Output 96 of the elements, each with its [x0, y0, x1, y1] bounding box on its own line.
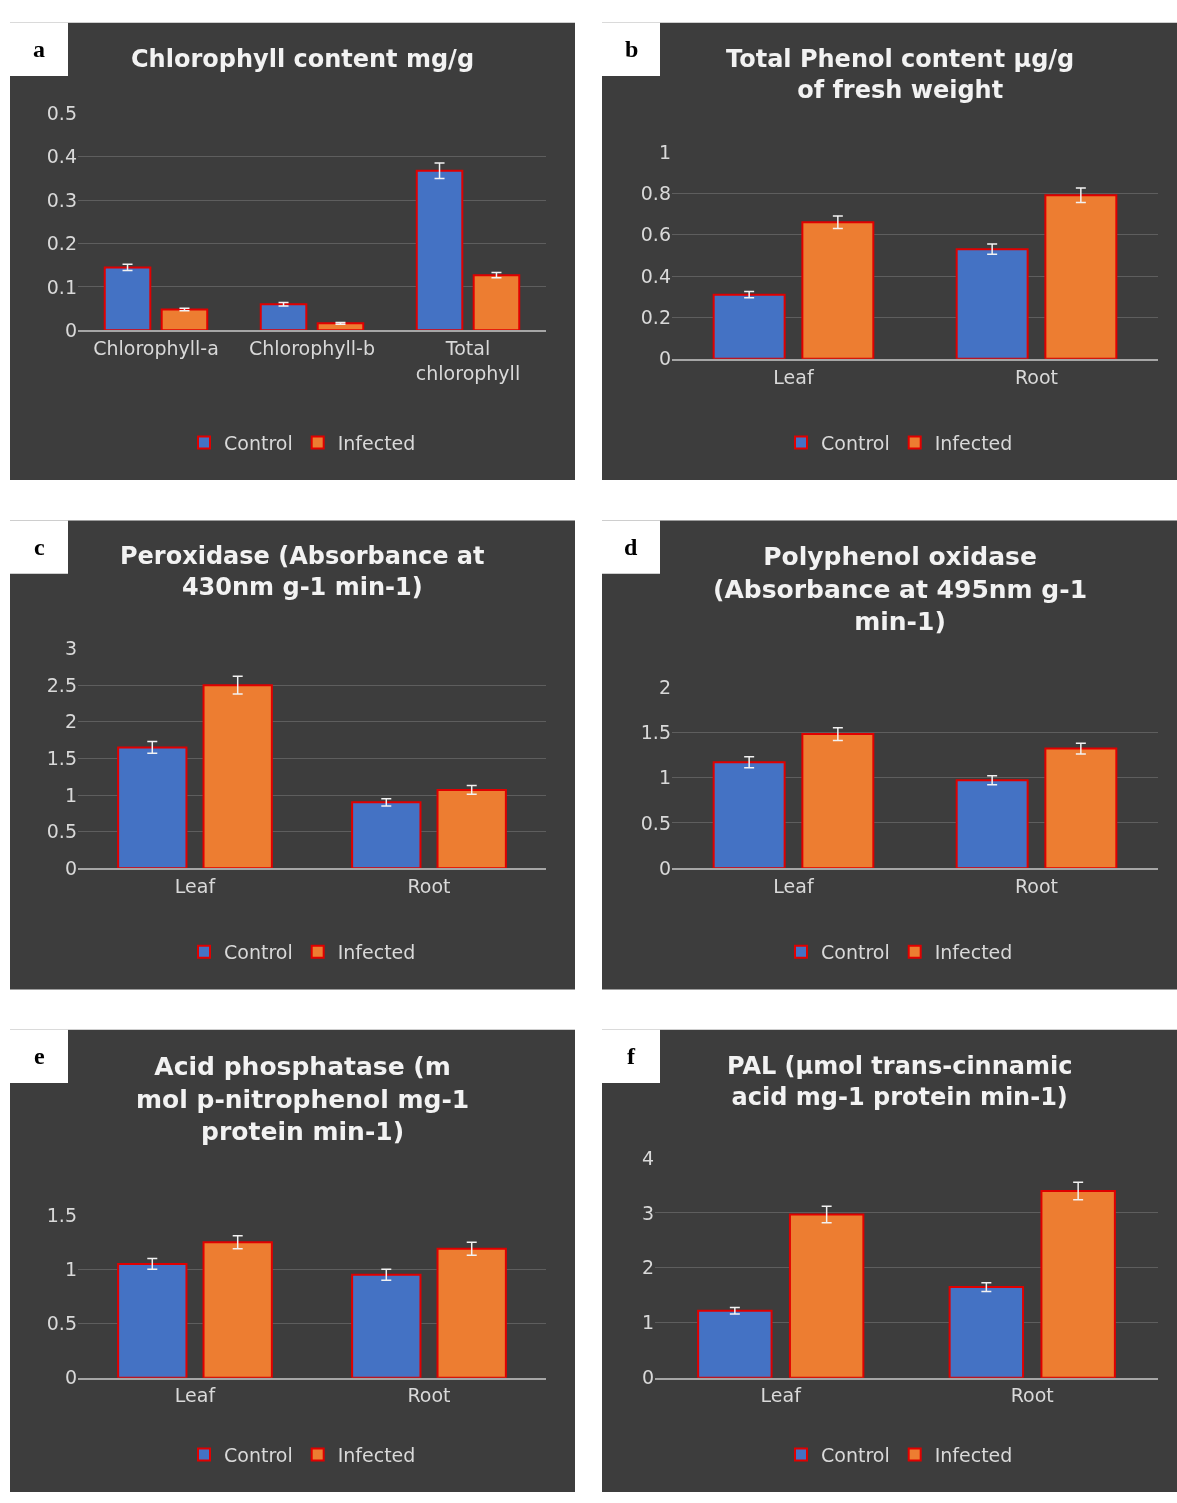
- text: e: [34, 1043, 45, 1069]
- legend-label: Infected: [934, 941, 1013, 964]
- legend-label: Control: [821, 431, 890, 454]
- bar: [436, 788, 507, 869]
- y-tick-label: 1.5: [46, 1203, 77, 1226]
- y-tick-label: 0.4: [640, 264, 671, 287]
- y-tick-label: 3: [641, 1201, 654, 1224]
- legend-label: Infected: [934, 431, 1013, 454]
- y-tick-label: 2: [658, 675, 671, 698]
- legend-label: Control: [224, 431, 293, 454]
- y-tick-label: 4: [641, 1146, 654, 1169]
- bar: [788, 1213, 865, 1378]
- x-tick-label: Chlorophyll-b: [248, 337, 376, 360]
- bar: [117, 1262, 188, 1378]
- y-tick-label: 1: [641, 1311, 654, 1334]
- bar: [436, 1247, 507, 1378]
- x-tick-label: Root: [407, 875, 451, 898]
- bar: [202, 684, 273, 869]
- x-tick-label: Root: [1014, 875, 1059, 898]
- bar: [712, 293, 786, 359]
- x-tick-label: Root: [1014, 365, 1059, 388]
- bar: [472, 274, 521, 331]
- bar: [316, 322, 365, 331]
- y-tick-label: 0: [658, 856, 671, 879]
- y-tick-label: 0: [64, 856, 77, 879]
- x-tick-label: Root: [407, 1384, 451, 1407]
- bar: [117, 746, 188, 869]
- bar: [415, 169, 464, 331]
- y-tick-label: 1: [64, 1257, 77, 1280]
- y-tick-label: 2.5: [46, 673, 77, 696]
- bar: [259, 303, 308, 331]
- y-tick-label: 0.2: [46, 232, 77, 255]
- y-tick-label: 1.5: [46, 747, 77, 770]
- text: f: [627, 1043, 636, 1069]
- legend-label: Infected: [337, 941, 416, 964]
- y-tick-label: 0.1: [46, 275, 77, 298]
- chart-title: Total Phenol content µg/g of fresh weight: [726, 45, 1075, 105]
- text: a: [33, 36, 45, 62]
- legend-label: Infected: [337, 1443, 416, 1466]
- bar: [697, 1309, 773, 1378]
- y-tick-label: 0.5: [46, 102, 77, 125]
- y-tick-label: 0.8: [640, 181, 671, 204]
- x-tick-label: Leaf: [760, 1384, 803, 1407]
- y-tick-label: 0: [658, 347, 671, 370]
- x-tick-label: Leaf: [773, 875, 815, 898]
- bar: [955, 779, 1029, 869]
- y-tick-label: 0.2: [640, 306, 671, 329]
- y-tick-label: 0: [64, 1366, 77, 1389]
- y-tick-label: 0.6: [640, 223, 671, 246]
- bar: [1044, 747, 1118, 869]
- legend-label: Infected: [934, 1443, 1013, 1466]
- bar: [351, 801, 422, 869]
- y-tick-label: 1: [658, 766, 671, 789]
- chart-title: Polyphenol oxidase (Absorbance at 495nm g-1 min-1): [713, 542, 1088, 636]
- bar: [1044, 194, 1118, 359]
- legend-label: Control: [821, 941, 890, 964]
- x-tick-label: Leaf: [174, 875, 217, 898]
- y-tick-label: 0.5: [46, 1312, 77, 1335]
- bar: [1040, 1189, 1116, 1378]
- y-tick-label: 1.5: [640, 720, 671, 743]
- text: d: [624, 534, 638, 560]
- bar: [955, 248, 1029, 359]
- y-tick-label: 2: [64, 710, 77, 733]
- bar: [160, 308, 209, 331]
- y-tick-label: 2: [641, 1256, 654, 1279]
- chart-title: Chlorophyll content mg/g: [131, 45, 475, 73]
- y-tick-label: 0.3: [46, 188, 77, 211]
- y-tick-label: 1: [64, 783, 77, 806]
- y-tick-label: 3: [64, 637, 77, 660]
- y-tick-label: 0.5: [640, 811, 671, 834]
- bar: [712, 761, 786, 869]
- text: b: [625, 36, 639, 62]
- x-tick-label: Total chlorophyll: [415, 337, 521, 384]
- legend-label: Control: [224, 1443, 293, 1466]
- bar: [948, 1286, 1025, 1378]
- legend-label: Control: [224, 941, 293, 964]
- bar: [351, 1273, 422, 1378]
- x-tick-label: Leaf: [773, 365, 815, 388]
- chart-title: Acid phosphatase (m mol p-nitrophenol mg-1 protein min-1): [136, 1052, 470, 1146]
- legend-label: Control: [821, 1443, 890, 1466]
- bar: [801, 221, 875, 359]
- legend-label: Infected: [337, 431, 416, 454]
- text: c: [34, 534, 45, 560]
- y-tick-label: 0.5: [46, 820, 77, 843]
- x-tick-label: Leaf: [174, 1384, 217, 1407]
- x-tick-label: Root: [1010, 1384, 1054, 1407]
- bar: [202, 1241, 273, 1378]
- chart-title: Peroxidase (Absorbance at 430nm g-1 min-1): [120, 542, 485, 602]
- bar: [103, 266, 152, 331]
- x-tick-label: Chlorophyll-a: [93, 337, 219, 360]
- y-tick-label: 0: [641, 1366, 654, 1389]
- y-tick-label: 0.4: [46, 145, 77, 168]
- y-tick-label: 1: [658, 140, 671, 163]
- y-tick-label: 0: [64, 318, 77, 341]
- chart-title: PAL (µmol trans-cinnamic acid mg-1 protein min-1): [727, 1052, 1073, 1112]
- bar: [801, 733, 875, 869]
